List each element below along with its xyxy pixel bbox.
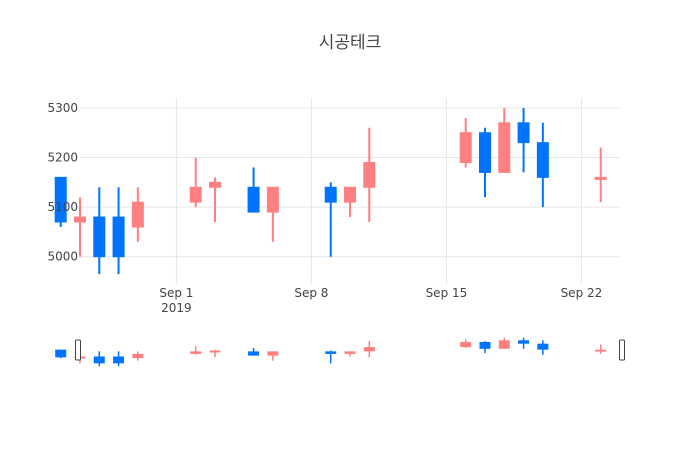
candle-body — [479, 132, 491, 173]
y-tick-label: 5000 — [47, 250, 78, 264]
candle-body — [594, 176, 607, 180]
slider-candle — [267, 351, 279, 361]
slider-candle — [325, 350, 337, 364]
candle-body — [74, 216, 86, 223]
slider-candle-body — [209, 350, 221, 353]
candle[interactable] — [517, 107, 530, 173]
candle[interactable] — [131, 187, 144, 242]
candle-body — [498, 122, 511, 173]
slider-candle-body — [498, 340, 510, 349]
candle[interactable] — [324, 182, 337, 257]
slider-candle-body — [132, 353, 144, 359]
slider-candle-body — [518, 340, 530, 344]
candle-body — [344, 186, 356, 203]
slider-candle — [595, 344, 607, 354]
candle[interactable] — [594, 147, 607, 203]
candle-body — [517, 122, 530, 144]
candle[interactable] — [344, 186, 356, 218]
slider-candle-body — [595, 349, 607, 352]
slider-handle-left[interactable] — [75, 339, 81, 361]
range-slider[interactable] — [55, 337, 625, 367]
slider-candle-body — [325, 351, 337, 354]
y-tick-label: 5100 — [47, 200, 78, 214]
candle[interactable] — [93, 187, 106, 275]
slider-candle — [248, 347, 260, 356]
slider-candle — [498, 337, 510, 349]
slider-candle — [479, 341, 491, 354]
candle-body — [54, 176, 67, 223]
candle[interactable] — [536, 122, 549, 208]
slider-candle-body — [93, 356, 105, 364]
candle-body — [459, 132, 472, 163]
candle-body — [189, 186, 202, 203]
candle[interactable] — [54, 176, 67, 227]
slider-candle-body — [344, 351, 356, 354]
slider-candle — [460, 339, 472, 348]
slider-candle — [537, 340, 549, 355]
slider-candle — [518, 337, 530, 349]
x-tick-label: Sep 15 — [426, 286, 468, 300]
slider-candle — [93, 351, 105, 367]
x-tick-label: Sep 1 — [159, 286, 193, 300]
slider-candle — [132, 351, 144, 361]
candles[interactable] — [54, 107, 607, 275]
slider-candle-body — [248, 351, 260, 356]
candle-body — [266, 186, 279, 213]
slider-candle — [363, 341, 375, 358]
candle-body — [112, 216, 125, 258]
x-tick-label: Sep 22 — [561, 286, 603, 300]
candle[interactable] — [266, 186, 279, 242]
candle[interactable] — [209, 177, 221, 222]
chart-title: 시공테크 — [319, 33, 382, 53]
slider-candle-body — [479, 341, 491, 349]
candle-body — [131, 201, 144, 228]
y-tick-label: 5300 — [47, 101, 78, 115]
candle[interactable] — [247, 167, 260, 213]
slider-candle — [55, 349, 67, 359]
slider-candle-body — [460, 341, 472, 348]
slider-handle-right[interactable] — [619, 339, 625, 361]
slider-candle — [113, 351, 125, 367]
candle[interactable] — [498, 107, 511, 173]
axis-labels: 5000 5100 5200 5300 Sep 1 Sep 8 Sep 15 Sep 22 20… — [47, 101, 602, 315]
slider-candle-body — [113, 356, 125, 364]
candle[interactable] — [189, 157, 202, 208]
candle-body — [93, 216, 106, 258]
candle-body — [363, 161, 376, 188]
x-tick-label: Sep 8 — [294, 286, 328, 300]
slider-candle — [209, 349, 221, 358]
candle[interactable] — [363, 127, 376, 222]
candle-body — [209, 181, 221, 188]
slider-candle — [190, 346, 202, 355]
candle-body — [247, 186, 260, 213]
slider-candle-body — [55, 349, 67, 358]
candle[interactable] — [479, 127, 491, 198]
candle-body — [324, 186, 337, 203]
slider-candle-body — [190, 351, 202, 354]
y-tick-label: 5200 — [47, 151, 78, 165]
candle[interactable] — [459, 117, 472, 168]
slider-candle-body — [267, 351, 279, 356]
slider-candle-body — [537, 343, 549, 350]
slider-candle — [344, 351, 356, 357]
x-tick-year-label: 2019 — [161, 301, 192, 315]
slider-candle-body — [363, 347, 375, 352]
candle[interactable] — [74, 197, 86, 257]
candle[interactable] — [112, 187, 125, 275]
grid-lines — [80, 98, 620, 284]
candle-body — [536, 142, 549, 178]
